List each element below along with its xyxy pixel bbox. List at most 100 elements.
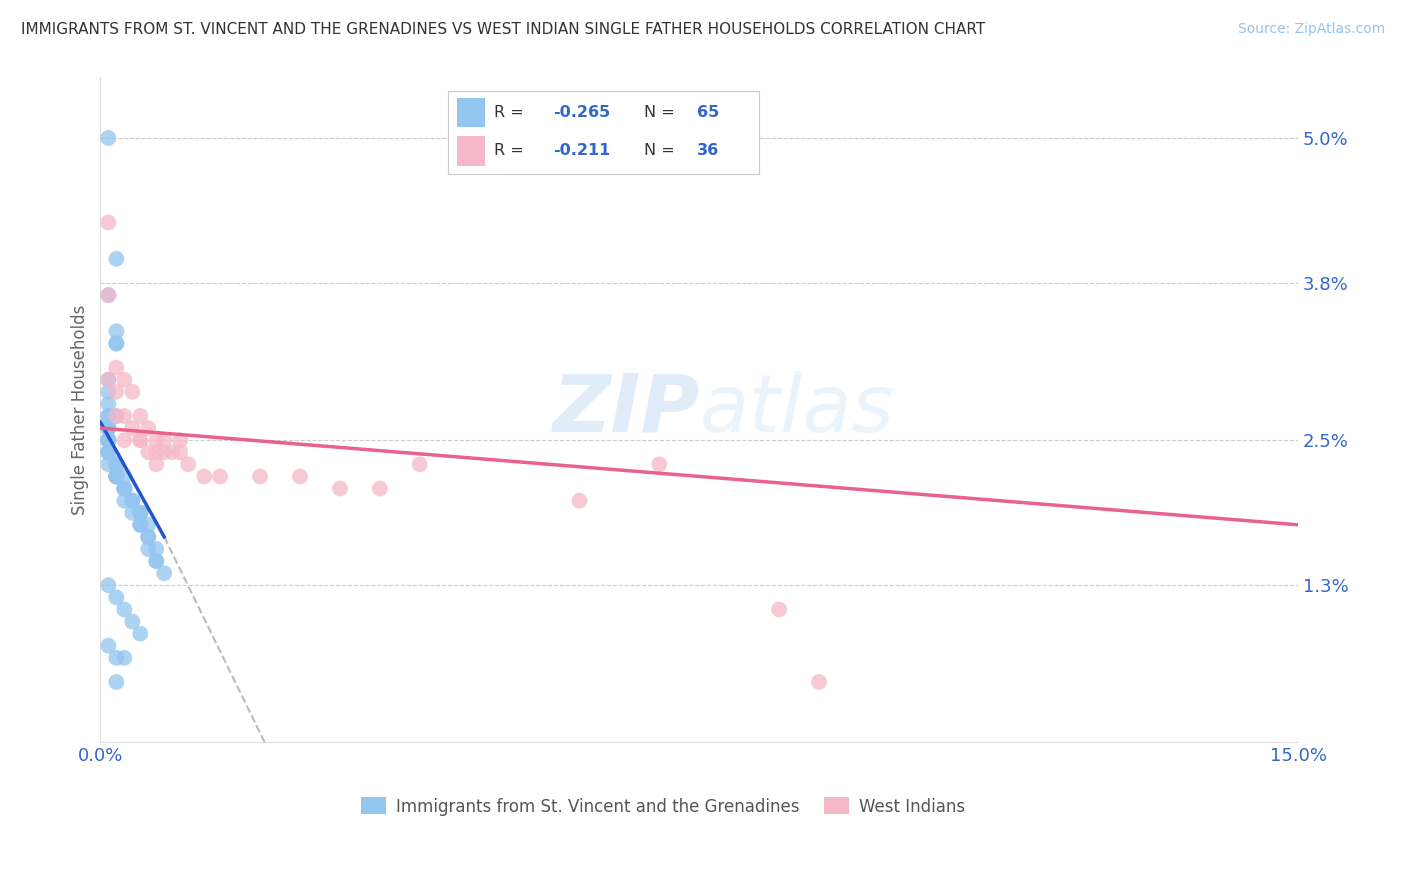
Point bbox=[153, 433, 176, 447]
Point bbox=[97, 373, 120, 387]
Point bbox=[288, 469, 311, 483]
Point bbox=[97, 421, 120, 435]
Point bbox=[807, 675, 830, 690]
Point bbox=[112, 482, 135, 496]
Point bbox=[112, 409, 135, 423]
Point bbox=[136, 530, 159, 544]
Point bbox=[121, 493, 143, 508]
Point bbox=[177, 458, 200, 472]
Point bbox=[121, 615, 143, 629]
Point bbox=[145, 458, 167, 472]
Point bbox=[136, 541, 159, 556]
Point bbox=[105, 384, 128, 399]
Point bbox=[153, 445, 176, 459]
Point bbox=[97, 409, 120, 423]
Point bbox=[121, 384, 143, 399]
Point bbox=[129, 409, 152, 423]
Point bbox=[105, 469, 128, 483]
Point bbox=[97, 397, 120, 411]
Point bbox=[112, 650, 135, 665]
Point bbox=[169, 445, 191, 459]
Point bbox=[768, 602, 790, 616]
Point bbox=[97, 445, 120, 459]
Point bbox=[105, 458, 128, 472]
Text: IMMIGRANTS FROM ST. VINCENT AND THE GRENADINES VS WEST INDIAN SINGLE FATHER HOUS: IMMIGRANTS FROM ST. VINCENT AND THE GREN… bbox=[21, 22, 986, 37]
Point bbox=[145, 554, 167, 568]
Point bbox=[105, 675, 128, 690]
Point bbox=[136, 530, 159, 544]
Text: atlas: atlas bbox=[699, 371, 894, 449]
Point bbox=[368, 482, 391, 496]
Legend: Immigrants from St. Vincent and the Grenadines, West Indians: Immigrants from St. Vincent and the Gren… bbox=[354, 790, 973, 822]
Point bbox=[112, 493, 135, 508]
Point bbox=[112, 482, 135, 496]
Point bbox=[97, 458, 120, 472]
Point bbox=[121, 493, 143, 508]
Point bbox=[105, 469, 128, 483]
Point bbox=[160, 445, 183, 459]
Point bbox=[121, 493, 143, 508]
Point bbox=[97, 384, 120, 399]
Point bbox=[121, 421, 143, 435]
Point bbox=[129, 433, 152, 447]
Point bbox=[105, 650, 128, 665]
Point bbox=[129, 517, 152, 532]
Point bbox=[97, 433, 120, 447]
Point bbox=[97, 373, 120, 387]
Point bbox=[129, 433, 152, 447]
Point bbox=[97, 433, 120, 447]
Point bbox=[112, 469, 135, 483]
Point bbox=[129, 626, 152, 640]
Point bbox=[112, 482, 135, 496]
Point bbox=[249, 469, 271, 483]
Point bbox=[169, 433, 191, 447]
Point bbox=[97, 578, 120, 592]
Y-axis label: Single Father Households: Single Father Households bbox=[72, 305, 89, 515]
Point bbox=[112, 602, 135, 616]
Point bbox=[105, 458, 128, 472]
Point bbox=[105, 469, 128, 483]
Point bbox=[209, 469, 232, 483]
Point bbox=[97, 445, 120, 459]
Point bbox=[129, 506, 152, 520]
Point bbox=[105, 591, 128, 605]
Point bbox=[105, 458, 128, 472]
Point bbox=[97, 421, 120, 435]
Point bbox=[105, 360, 128, 375]
Point bbox=[193, 469, 215, 483]
Point bbox=[136, 517, 159, 532]
Point bbox=[105, 324, 128, 338]
Point bbox=[97, 288, 120, 302]
Point bbox=[105, 469, 128, 483]
Point bbox=[97, 433, 120, 447]
Point bbox=[145, 541, 167, 556]
Point bbox=[145, 445, 167, 459]
Point bbox=[97, 445, 120, 459]
Point bbox=[112, 482, 135, 496]
Point bbox=[97, 639, 120, 653]
Point bbox=[97, 445, 120, 459]
Point bbox=[105, 336, 128, 351]
Point bbox=[136, 421, 159, 435]
Point bbox=[145, 433, 167, 447]
Point bbox=[145, 554, 167, 568]
Point bbox=[568, 493, 591, 508]
Point bbox=[153, 566, 176, 581]
Point bbox=[97, 433, 120, 447]
Point bbox=[136, 445, 159, 459]
Point bbox=[97, 409, 120, 423]
Point bbox=[105, 409, 128, 423]
Point bbox=[105, 409, 128, 423]
Point bbox=[105, 252, 128, 266]
Point bbox=[97, 288, 120, 302]
Text: Source: ZipAtlas.com: Source: ZipAtlas.com bbox=[1237, 22, 1385, 37]
Point bbox=[129, 506, 152, 520]
Point bbox=[97, 215, 120, 229]
Point bbox=[112, 373, 135, 387]
Point bbox=[105, 336, 128, 351]
Point bbox=[121, 506, 143, 520]
Point bbox=[97, 131, 120, 145]
Text: ZIP: ZIP bbox=[551, 371, 699, 449]
Point bbox=[329, 482, 352, 496]
Point bbox=[129, 517, 152, 532]
